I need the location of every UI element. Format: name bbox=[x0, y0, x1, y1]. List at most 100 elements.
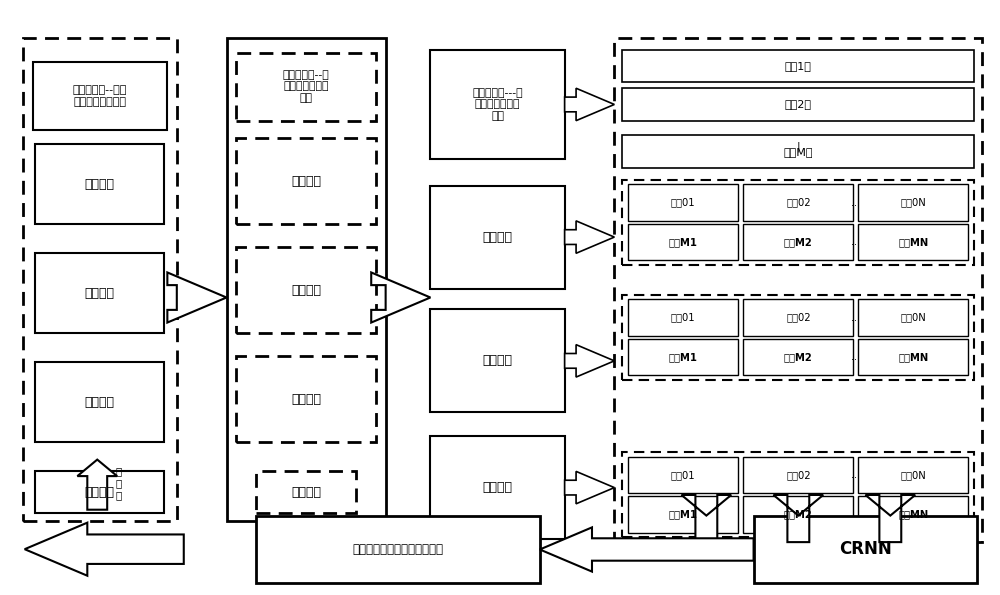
Bar bbox=[35, 471, 164, 513]
Text: 表格区域: 表格区域 bbox=[85, 396, 115, 409]
Text: 下
一
页: 下 一 页 bbox=[115, 466, 121, 500]
Bar bbox=[743, 299, 853, 336]
Bar bbox=[35, 362, 164, 442]
Bar bbox=[622, 295, 974, 380]
Text: 内容2行: 内容2行 bbox=[785, 99, 812, 109]
Text: 内容01: 内容01 bbox=[671, 312, 696, 322]
Bar bbox=[743, 496, 853, 533]
Text: 页码区域: 页码区域 bbox=[291, 486, 321, 499]
Polygon shape bbox=[77, 459, 117, 510]
Text: ...: ... bbox=[851, 198, 860, 208]
Bar bbox=[743, 339, 853, 375]
Text: 表格区域: 表格区域 bbox=[483, 481, 513, 494]
Text: 内容01: 内容01 bbox=[671, 198, 696, 208]
Bar bbox=[614, 38, 982, 542]
Text: 内容M行: 内容M行 bbox=[784, 146, 813, 156]
Bar bbox=[628, 224, 738, 261]
Text: |: | bbox=[797, 142, 800, 152]
Bar bbox=[622, 88, 974, 121]
Text: 内容02: 内容02 bbox=[786, 198, 811, 208]
Text: 内容0N: 内容0N bbox=[900, 470, 926, 480]
Polygon shape bbox=[540, 527, 754, 572]
Text: 表格区域: 表格区域 bbox=[483, 355, 513, 367]
Text: 表格区域: 表格区域 bbox=[291, 393, 321, 406]
Polygon shape bbox=[681, 495, 731, 542]
Text: 内容M1: 内容M1 bbox=[669, 352, 698, 362]
Text: ...: ... bbox=[851, 509, 860, 519]
Bar bbox=[430, 309, 565, 412]
Text: 内容0N: 内容0N bbox=[900, 312, 926, 322]
Text: 内容01: 内容01 bbox=[671, 470, 696, 480]
Text: 表格区域: 表格区域 bbox=[85, 177, 115, 190]
Text: 页码区域: 页码区域 bbox=[85, 486, 115, 499]
Text: ...: ... bbox=[851, 237, 860, 247]
Bar bbox=[858, 184, 968, 221]
Text: CRNN: CRNN bbox=[839, 540, 892, 559]
Text: 内容02: 内容02 bbox=[786, 312, 811, 322]
Polygon shape bbox=[371, 273, 430, 322]
Text: 内容MN: 内容MN bbox=[898, 352, 928, 362]
Text: 内容MN: 内容MN bbox=[898, 509, 928, 519]
Bar bbox=[256, 516, 540, 583]
Bar bbox=[256, 471, 356, 513]
Text: 非表格区域---标
识区域（多行文
本）: 非表格区域---标 识区域（多行文 本） bbox=[472, 88, 523, 121]
Bar bbox=[743, 456, 853, 493]
Bar bbox=[628, 339, 738, 375]
Text: ...: ... bbox=[851, 312, 860, 322]
Text: 非表格区域--标识
区域（多行文本）: 非表格区域--标识 区域（多行文本） bbox=[73, 85, 127, 107]
Text: 内容MN: 内容MN bbox=[898, 237, 928, 247]
Bar bbox=[628, 299, 738, 336]
Text: 表格区域: 表格区域 bbox=[85, 287, 115, 299]
Text: 内容1行: 内容1行 bbox=[785, 61, 812, 71]
Bar bbox=[35, 144, 164, 224]
Text: 内容M1: 内容M1 bbox=[669, 237, 698, 247]
Bar bbox=[628, 184, 738, 221]
Bar bbox=[35, 253, 164, 333]
Bar bbox=[236, 139, 376, 224]
Text: 表格区域: 表格区域 bbox=[483, 231, 513, 243]
Text: 内容M2: 内容M2 bbox=[784, 509, 813, 519]
Text: ...: ... bbox=[851, 470, 860, 480]
Polygon shape bbox=[565, 345, 614, 377]
Polygon shape bbox=[565, 88, 614, 121]
Bar bbox=[622, 452, 974, 537]
Bar bbox=[622, 50, 974, 82]
Bar bbox=[754, 516, 977, 583]
Text: 内容0N: 内容0N bbox=[900, 198, 926, 208]
Text: 表格区域: 表格区域 bbox=[291, 284, 321, 297]
Text: 表格区域: 表格区域 bbox=[291, 174, 321, 187]
Bar bbox=[622, 180, 974, 265]
Text: 内容M2: 内容M2 bbox=[784, 352, 813, 362]
Bar bbox=[236, 356, 376, 442]
Bar bbox=[858, 339, 968, 375]
Text: 非表格区域--标
识区域（多行文
本）: 非表格区域--标 识区域（多行文 本） bbox=[283, 70, 329, 103]
Bar bbox=[628, 496, 738, 533]
Bar bbox=[236, 248, 376, 333]
Bar bbox=[430, 50, 565, 159]
Bar bbox=[622, 136, 974, 168]
Polygon shape bbox=[565, 221, 614, 253]
Text: 内容M2: 内容M2 bbox=[784, 237, 813, 247]
Polygon shape bbox=[865, 495, 915, 542]
Polygon shape bbox=[25, 522, 184, 576]
Bar bbox=[227, 38, 386, 521]
Bar bbox=[743, 224, 853, 261]
Bar bbox=[628, 456, 738, 493]
Polygon shape bbox=[773, 495, 823, 542]
Text: 内容02: 内容02 bbox=[786, 470, 811, 480]
Bar bbox=[430, 186, 565, 289]
Bar bbox=[33, 62, 167, 130]
Bar bbox=[858, 299, 968, 336]
Polygon shape bbox=[565, 471, 614, 504]
Bar bbox=[743, 184, 853, 221]
Polygon shape bbox=[167, 273, 227, 322]
Text: 数字化文本显示及数据库存储: 数字化文本显示及数据库存储 bbox=[353, 543, 444, 556]
Bar bbox=[858, 456, 968, 493]
Bar bbox=[858, 224, 968, 261]
Text: ...: ... bbox=[851, 352, 860, 362]
Bar bbox=[23, 38, 177, 521]
Text: 内容M1: 内容M1 bbox=[669, 509, 698, 519]
Bar bbox=[858, 496, 968, 533]
Bar bbox=[236, 53, 376, 121]
Bar bbox=[430, 436, 565, 539]
